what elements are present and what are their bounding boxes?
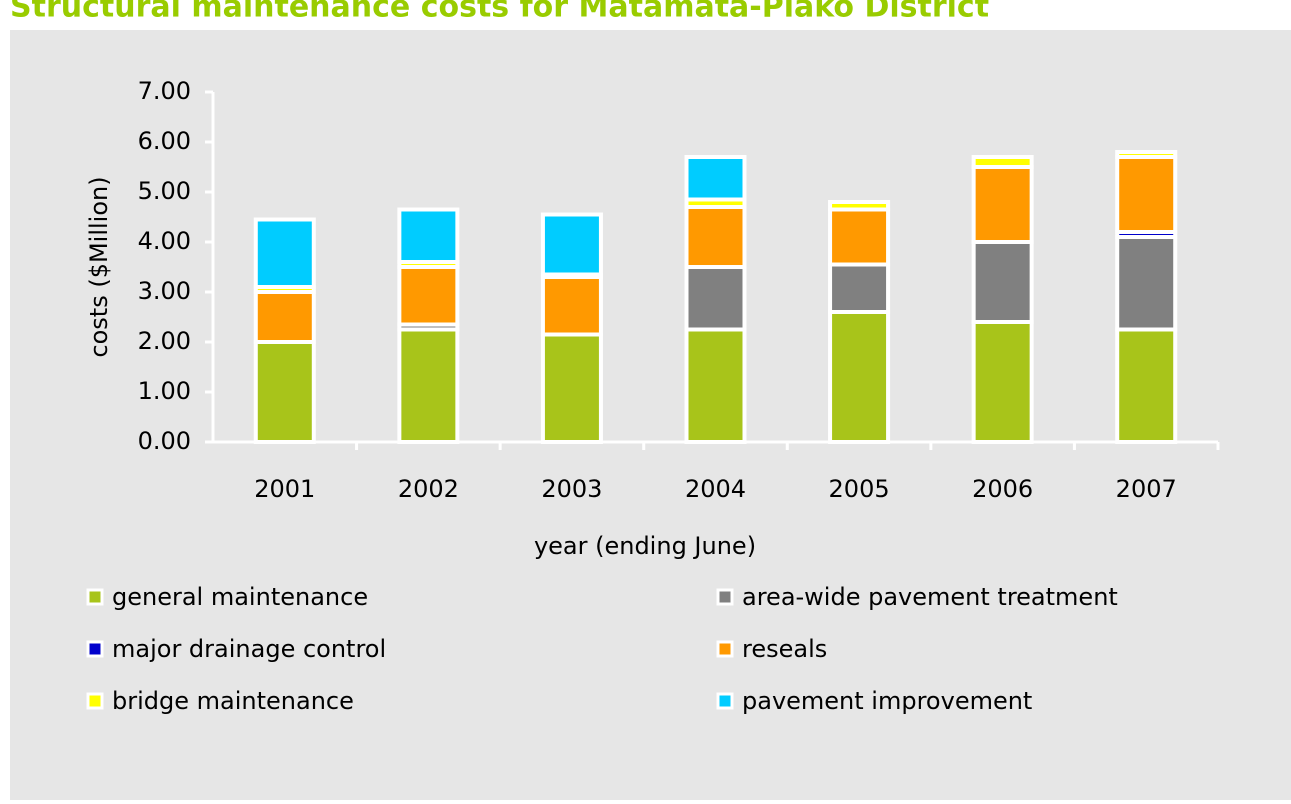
x-tick-label: 2004	[685, 475, 746, 503]
legend-swatch	[716, 692, 734, 710]
x-axis-title: year (ending June)	[534, 532, 756, 560]
x-tick-label: 2001	[254, 475, 315, 503]
chart-background	[10, 30, 1291, 800]
bar-segment	[971, 165, 1034, 244]
bar-segment	[253, 290, 316, 344]
bar-segment	[1115, 327, 1178, 444]
legend-label: pavement improvement	[742, 687, 1032, 715]
bar-segment	[1115, 155, 1178, 234]
legend-label: general maintenance	[112, 583, 368, 611]
x-tick-label: 2006	[972, 475, 1033, 503]
legend-label: bridge maintenance	[112, 687, 354, 715]
y-tick-label: 3.00	[138, 277, 191, 305]
y-tick-label: 4.00	[138, 227, 191, 255]
bar-segment	[1115, 235, 1178, 332]
bar-segment	[540, 275, 603, 337]
bar-segment	[253, 217, 316, 289]
bar-segment	[684, 155, 747, 202]
bar-segment	[828, 200, 891, 212]
legend-swatch	[716, 588, 734, 606]
bar-segment	[397, 327, 460, 444]
chart-title: Structural maintenance costs for Matamat…	[10, 0, 989, 25]
y-tick-label: 2.00	[138, 327, 191, 355]
bar-segment	[971, 240, 1034, 324]
legend-swatch	[86, 692, 104, 710]
legend-label: major drainage control	[112, 635, 386, 663]
bar-segment	[971, 320, 1034, 444]
bar-segment	[540, 212, 603, 277]
legend-swatch	[86, 640, 104, 658]
y-tick-label: 7.00	[138, 77, 191, 105]
x-tick-label: 2007	[1116, 475, 1177, 503]
y-tick-label: 0.00	[138, 427, 191, 455]
y-tick-label: 1.00	[138, 377, 191, 405]
bar-segment	[540, 332, 603, 444]
y-tick-label: 6.00	[138, 127, 191, 155]
bar-segment	[684, 327, 747, 444]
legend-swatch	[716, 640, 734, 658]
legend-label: area-wide pavement treatment	[742, 583, 1118, 611]
legend-swatch	[86, 588, 104, 606]
bar-segment	[253, 340, 316, 444]
bar-segment	[397, 207, 460, 264]
legend-label: reseals	[742, 635, 827, 663]
bar-segment	[397, 265, 460, 327]
bar-segment	[971, 155, 1034, 169]
bar-segment	[684, 205, 747, 269]
y-axis-title: costs ($Million)	[85, 176, 113, 357]
x-tick-label: 2002	[398, 475, 459, 503]
y-tick-label: 5.00	[138, 177, 191, 205]
bar-segment	[828, 310, 891, 444]
bar-segment	[1115, 150, 1178, 159]
bar-segment	[684, 265, 747, 332]
x-tick-label: 2003	[541, 475, 602, 503]
x-tick-label: 2005	[829, 475, 890, 503]
bar-segment	[828, 262, 891, 314]
bar-segment	[828, 207, 891, 267]
